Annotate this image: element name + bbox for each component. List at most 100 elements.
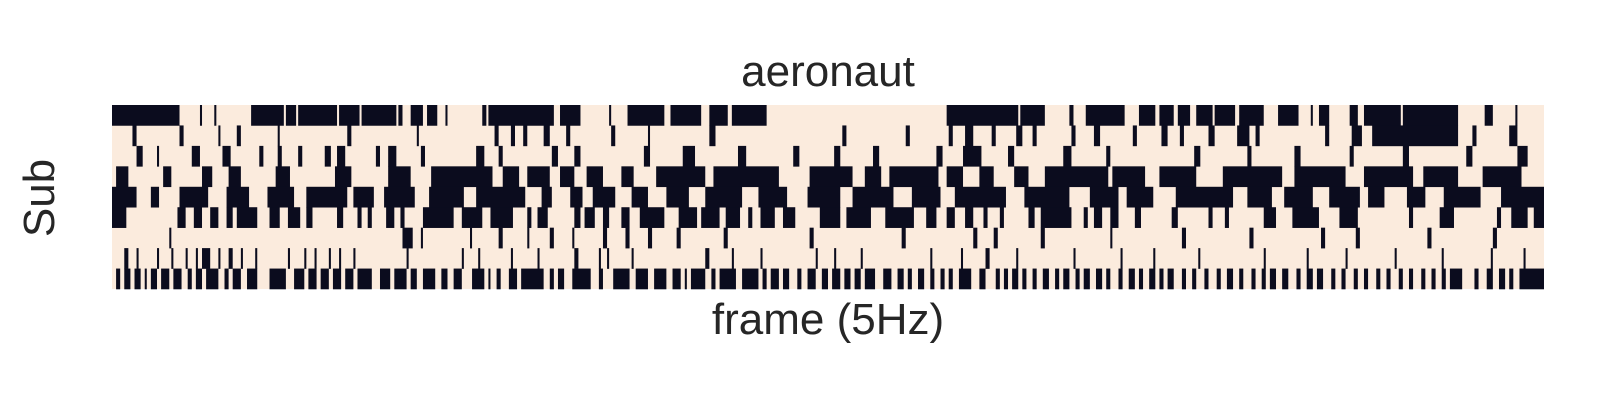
heatmap-cell-active [498,227,503,249]
heatmap-cell-active [864,166,882,188]
heatmap-cell-active [431,166,493,188]
heatmap-cell-active [1120,248,1123,269]
heatmap-cell-active [647,125,651,147]
heatmap-cell-active [1020,105,1045,126]
heatmap-cell-active [1376,268,1381,290]
heatmap-cell-active [742,268,759,290]
heatmap-cell-active [676,227,681,249]
heatmap-cell-active [523,125,528,147]
heatmap-cell-active [1222,166,1283,188]
heatmap-cell-active [1012,268,1019,290]
heatmap-cell-active [654,268,667,290]
heatmap-cell-active [574,145,581,167]
heatmap-cell-active [1106,268,1111,290]
heatmap-cell-active [218,248,221,269]
heatmap-cell-active [187,268,192,290]
heatmap-cell-active [386,207,395,228]
heatmap-cell-active [1192,268,1197,290]
heatmap-cell-active [337,145,346,167]
heatmap-cell-active [134,268,141,290]
heatmap-cell-active [173,268,182,290]
heatmap-row-5 [112,207,1544,228]
heatmap-row-3 [116,166,1522,188]
heatmap-cell-active [574,248,579,269]
heatmap-cell-active [1263,248,1266,269]
heatmap-cell-active [1179,125,1184,147]
heatmap-cell-active [1349,105,1358,126]
heatmap-cell-active [584,207,595,228]
heatmap-cell-active [1421,268,1426,290]
heatmap-cell-active [1484,105,1493,126]
heatmap-cell-active [224,268,229,290]
heatmap-cell-active [1194,145,1201,167]
heatmap-cell-active [521,268,544,290]
heatmap-cell-active [1345,248,1348,269]
heatmap-cell-active [1024,186,1070,208]
heatmap-cell-active [537,248,540,269]
heatmap-cell-active [1292,207,1319,228]
heatmap-cell-active [1063,145,1072,167]
heatmap-cell-active [1402,105,1459,126]
heatmap-cell-active [1181,227,1186,249]
heatmap-cell-active [1239,268,1244,290]
heatmap-cell-active [1269,268,1277,290]
heatmap-cell-active [797,268,802,290]
heatmap-cell-active [1028,207,1035,228]
heatmap-cell-active [1159,105,1174,126]
heatmap-cell-active [1128,268,1135,290]
heatmap-cell-active [222,145,231,167]
heatmap-cell-active [1255,125,1260,147]
heatmap-cell-active [782,268,790,290]
heatmap-cell-active [940,268,945,290]
heatmap-cell-active [502,166,520,188]
heatmap-cell-active [510,125,515,147]
heatmap-cell-active [592,186,616,208]
heatmap-cell-active [1492,227,1497,249]
heatmap-cell-active [1073,248,1076,269]
heatmap-cell-active [277,145,282,167]
heatmap-cell-active [1239,105,1264,126]
heatmap-cell-active [1069,105,1074,126]
heatmap-cell-active [472,268,485,290]
heatmap-cell-active [255,248,258,269]
heatmap-cell-active [116,166,129,188]
heatmap-cell-active [549,227,554,249]
heatmap-cell-active [400,207,405,228]
heatmap-cell-active [420,227,423,249]
heatmap-cell-active [1355,227,1360,249]
heatmap-row-4 [112,186,1544,208]
heatmap-cell-active [1071,125,1076,147]
heatmap-cell-active [510,248,513,269]
heatmap-cell-active [770,268,779,290]
heatmap-cell-active [936,145,943,167]
heatmap-cell-active [1339,207,1358,228]
heatmap-cell-active [1263,207,1277,228]
heatmap-cell-active [1003,268,1009,290]
heatmap-cell-active [1134,207,1141,228]
heatmap-cell-active [112,186,137,208]
heatmap-cell-active [195,268,203,290]
heatmap-cell-active [1325,125,1330,147]
heatmap-cell-active [1089,186,1119,208]
heatmap-cell-active [287,207,301,228]
heatmap-cell-active [1321,227,1326,249]
heatmap-cell-active [719,268,736,290]
heatmap-cell-active [723,227,728,249]
heatmap-cell-active [171,248,174,269]
heatmap-cell-active [682,145,696,167]
heatmap-cell-active [725,207,741,228]
heatmap-cell-active [1351,125,1362,147]
heatmap-cell-active [1247,186,1272,208]
heatmap-cell-active [191,145,200,167]
heatmap-cell-active [353,248,356,269]
heatmap-cell-active [1032,268,1037,290]
heatmap-cell-active [357,207,362,228]
heatmap-cell-active [946,166,964,188]
heatmap-cell-active [218,125,221,147]
heatmap-cell-active [572,268,591,290]
heatmap-cell-active [979,268,986,290]
heatmap-cell-active [136,248,139,269]
heatmap-cell-active [206,268,219,290]
heatmap-cell-active [1449,268,1463,290]
heatmap-cell-active [136,145,143,167]
